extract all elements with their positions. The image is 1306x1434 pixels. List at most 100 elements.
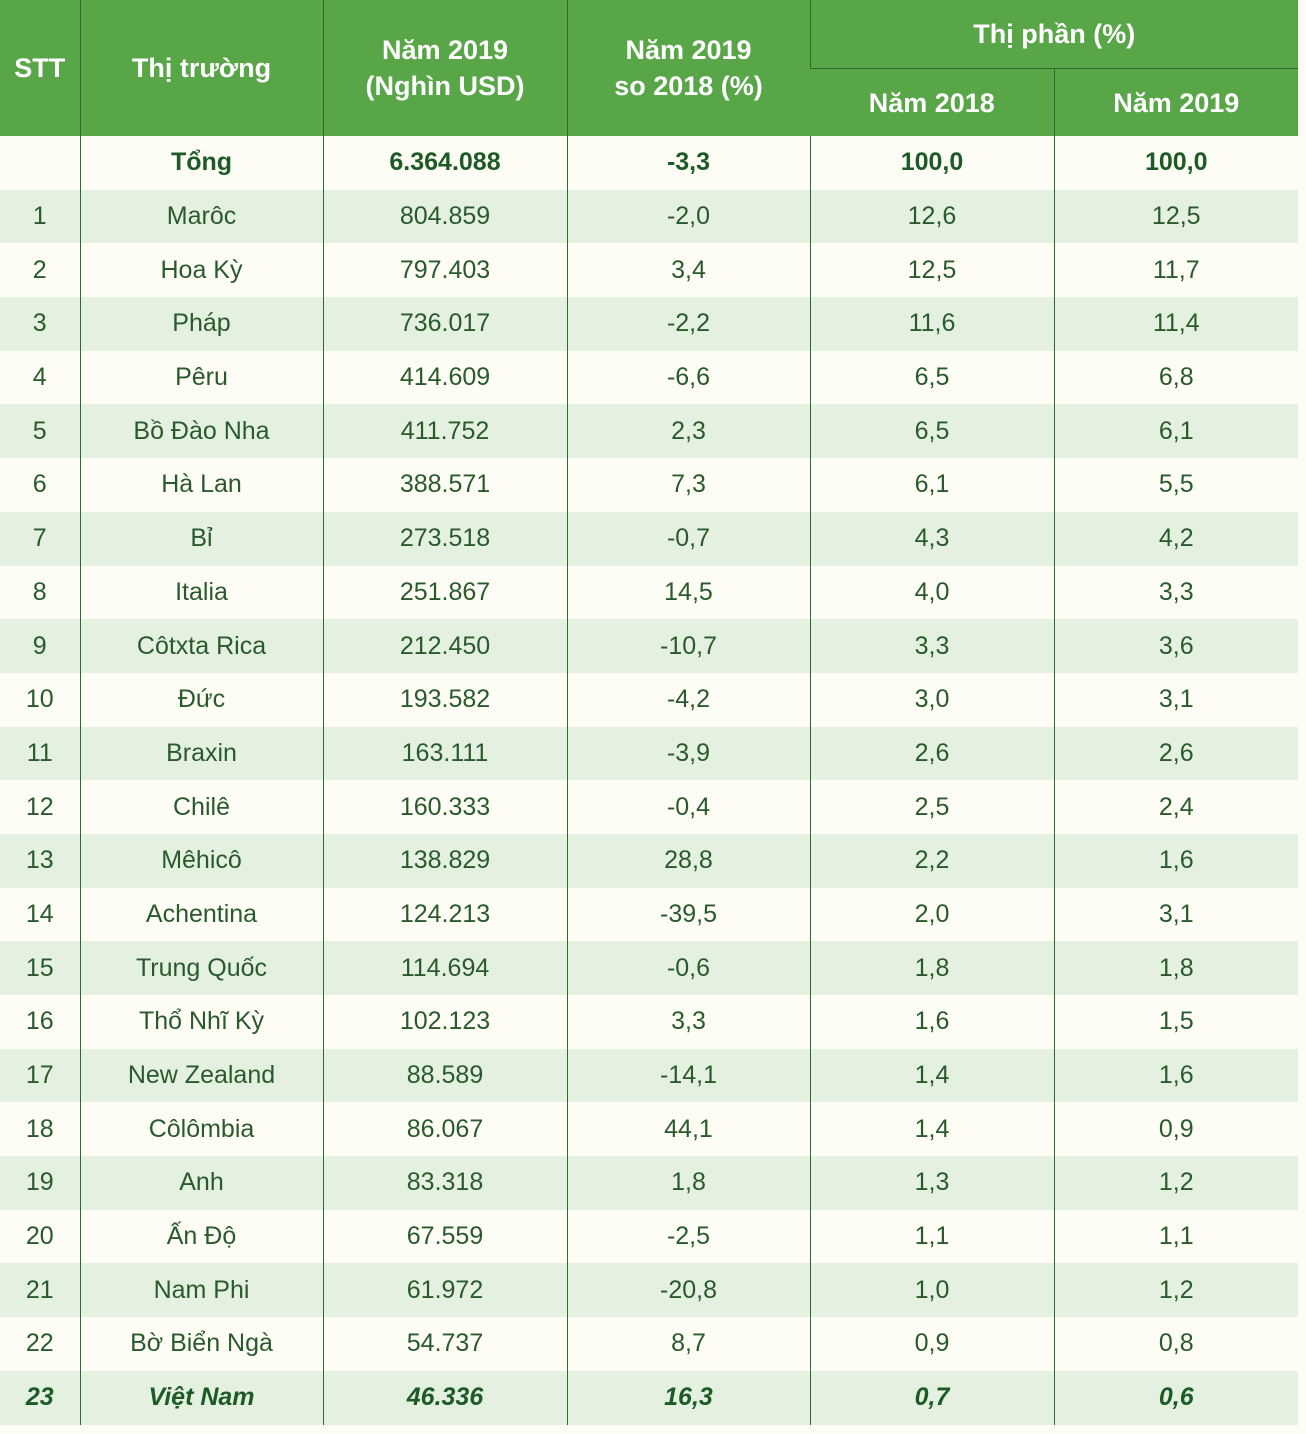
total-change: -3,3 bbox=[566, 136, 810, 190]
total-share-2018: 100,0 bbox=[809, 136, 1054, 190]
cell-share-2019: 0,6 bbox=[1053, 1370, 1299, 1425]
cell-stt: 14 bbox=[0, 887, 80, 942]
table-body: Tổng 6.364.088 -3,3 100,0 100,0 1 Marôc 80… bbox=[0, 136, 1299, 1425]
cell-market: Chilê bbox=[79, 780, 323, 834]
cell-stt: 13 bbox=[0, 833, 80, 888]
cell-change: -0,6 bbox=[566, 941, 810, 995]
header-share-2018: Năm 2018 bbox=[810, 68, 1054, 136]
cell-stt: 5 bbox=[0, 404, 80, 459]
cell-share-2018: 4,0 bbox=[809, 565, 1054, 620]
table-row: 15 Trung Quốc 114.694 -0,6 1,8 1,8 bbox=[0, 941, 1299, 995]
cell-change: -2,5 bbox=[566, 1209, 810, 1264]
cell-stt: 17 bbox=[0, 1048, 80, 1103]
cell-market: Bờ Biển Ngà bbox=[79, 1317, 323, 1371]
cell-market: Pêru bbox=[79, 350, 323, 405]
cell-share-2019: 6,1 bbox=[1053, 404, 1299, 459]
cell-market: Bỉ bbox=[79, 511, 323, 566]
cell-market: Braxin bbox=[79, 726, 323, 781]
cell-share-2018: 2,0 bbox=[809, 887, 1054, 942]
cell-share-2019: 1,6 bbox=[1053, 833, 1299, 888]
cell-share-2019: 0,9 bbox=[1053, 1102, 1299, 1157]
cell-stt: 15 bbox=[0, 941, 80, 995]
cell-stt: 8 bbox=[0, 565, 80, 620]
table-row: 1 Marôc 804.859 -2,0 12,6 12,5 bbox=[0, 189, 1299, 244]
table-row: 13 Mêhicô 138.829 28,8 2,2 1,6 bbox=[0, 833, 1299, 888]
header-share-2019: Năm 2019 bbox=[1053, 68, 1299, 136]
cell-change: 14,5 bbox=[566, 565, 810, 620]
cell-share-2019: 2,4 bbox=[1053, 780, 1299, 834]
cell-change: 3,4 bbox=[566, 243, 810, 298]
table-row: 10 Đức 193.582 -4,2 3,0 3,1 bbox=[0, 672, 1299, 727]
cell-share-2018: 1,0 bbox=[809, 1263, 1054, 1318]
cell-share-2019: 11,7 bbox=[1053, 243, 1299, 298]
cell-share-2018: 2,2 bbox=[809, 833, 1054, 888]
cell-change: -6,6 bbox=[566, 350, 810, 405]
table-row: 9 Côtxta Rica 212.450 -10,7 3,3 3,6 bbox=[0, 619, 1299, 673]
cell-share-2018: 2,6 bbox=[809, 726, 1054, 781]
cell-market: Mêhicô bbox=[79, 833, 323, 888]
cell-share-2018: 6,5 bbox=[809, 350, 1054, 405]
table-row: 20 Ấn Độ 67.559 -2,5 1,1 1,1 bbox=[0, 1209, 1299, 1264]
cell-value-2019: 212.450 bbox=[322, 619, 567, 673]
cell-share-2019: 6,8 bbox=[1053, 350, 1299, 405]
table-row: 12 Chilê 160.333 -0,4 2,5 2,4 bbox=[0, 780, 1299, 834]
cell-value-2019: 273.518 bbox=[322, 511, 567, 566]
cell-change: 7,3 bbox=[566, 458, 810, 512]
cell-value-2019: 411.752 bbox=[322, 404, 567, 459]
cell-change: 16,3 bbox=[566, 1370, 810, 1425]
total-row: Tổng 6.364.088 -3,3 100,0 100,0 bbox=[0, 136, 1299, 190]
header-market: Thị trường bbox=[79, 0, 323, 136]
table-row: 19 Anh 83.318 1,8 1,3 1,2 bbox=[0, 1156, 1299, 1210]
cell-stt: 10 bbox=[0, 672, 80, 727]
header-value-2019-line2: (Nghìn USD) bbox=[365, 71, 525, 101]
cell-value-2019: 61.972 bbox=[322, 1263, 567, 1318]
cell-change: 28,8 bbox=[566, 833, 810, 888]
total-value: 6.364.088 bbox=[322, 136, 567, 190]
cell-share-2018: 4,3 bbox=[809, 511, 1054, 566]
cell-change: -20,8 bbox=[566, 1263, 810, 1318]
cell-stt: 11 bbox=[0, 726, 80, 781]
cell-share-2018: 3,3 bbox=[809, 619, 1054, 673]
cell-change: -4,2 bbox=[566, 672, 810, 727]
cell-stt: 2 bbox=[0, 243, 80, 298]
cell-change: 3,3 bbox=[566, 995, 810, 1049]
header-share: Thị phần (%) bbox=[809, 0, 1299, 69]
cell-share-2018: 1,8 bbox=[809, 941, 1054, 995]
cell-share-2019: 11,4 bbox=[1053, 297, 1299, 351]
cell-change: 1,8 bbox=[566, 1156, 810, 1210]
cell-change: 8,7 bbox=[566, 1317, 810, 1371]
cell-share-2018: 6,5 bbox=[809, 404, 1054, 459]
highlight-row: 23 Việt Nam 46.336 16,3 0,7 0,6 bbox=[0, 1370, 1299, 1425]
cell-change: -2,0 bbox=[566, 189, 810, 244]
cell-share-2018: 0,9 bbox=[809, 1317, 1054, 1371]
cell-market: Italia bbox=[79, 565, 323, 620]
cell-share-2019: 1,1 bbox=[1053, 1209, 1299, 1264]
cell-market: New Zealand bbox=[79, 1048, 323, 1103]
cell-market: Pháp bbox=[79, 297, 323, 351]
cell-market: Ấn Độ bbox=[79, 1209, 323, 1264]
table-row: 21 Nam Phi 61.972 -20,8 1,0 1,2 bbox=[0, 1263, 1299, 1318]
cell-change: -0,7 bbox=[566, 511, 810, 566]
table-row: 3 Pháp 736.017 -2,2 11,6 11,4 bbox=[0, 297, 1299, 351]
cell-stt: 12 bbox=[0, 780, 80, 834]
cell-market: Achentina bbox=[79, 887, 323, 942]
cell-share-2018: 12,5 bbox=[809, 243, 1054, 298]
cell-stt: 18 bbox=[0, 1102, 80, 1157]
cell-value-2019: 67.559 bbox=[322, 1209, 567, 1264]
cell-share-2018: 6,1 bbox=[809, 458, 1054, 512]
cell-value-2019: 797.403 bbox=[322, 243, 567, 298]
cell-stt: 22 bbox=[0, 1317, 80, 1371]
total-share-2019: 100,0 bbox=[1053, 136, 1299, 190]
cell-value-2019: 163.111 bbox=[322, 726, 567, 781]
cell-value-2019: 83.318 bbox=[322, 1156, 567, 1210]
cell-market: Côlômbia bbox=[79, 1102, 323, 1157]
table-row: 4 Pêru 414.609 -6,6 6,5 6,8 bbox=[0, 350, 1299, 405]
cell-market: Anh bbox=[79, 1156, 323, 1210]
cell-share-2019: 1,2 bbox=[1053, 1263, 1299, 1318]
cell-value-2019: 102.123 bbox=[322, 995, 567, 1049]
table-row: 18 Côlômbia 86.067 44,1 1,4 0,9 bbox=[0, 1102, 1299, 1157]
total-stt bbox=[0, 136, 80, 190]
header-value-2019: Năm 2019 (Nghìn USD) bbox=[322, 0, 567, 136]
cell-share-2019: 1,5 bbox=[1053, 995, 1299, 1049]
table-header: STT Thị trường Năm 2019 (Nghìn USD) Năm … bbox=[0, 0, 1299, 136]
